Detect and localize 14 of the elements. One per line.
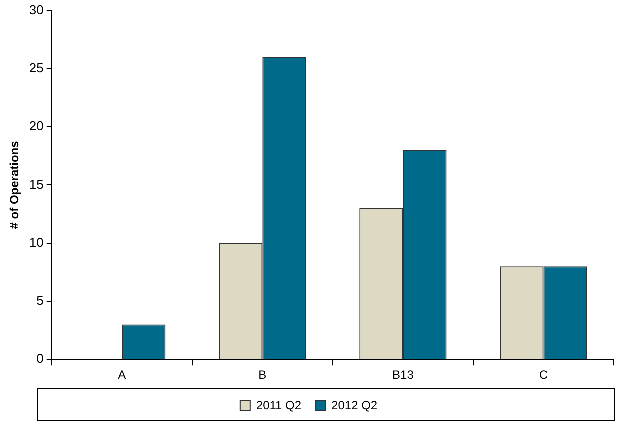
x-tick-label: B — [258, 368, 267, 382]
x-tick-label: B13 — [392, 368, 414, 382]
y-axis-title: # of Operations — [8, 140, 22, 230]
y-tick-label: 5 — [36, 293, 44, 308]
x-tick-label: C — [539, 368, 548, 382]
legend-label: 2011 Q2 — [256, 398, 302, 412]
y-tick-label: 25 — [29, 60, 44, 76]
y-tick-label: 30 — [29, 2, 44, 18]
y-tick-label: 15 — [29, 176, 44, 192]
legend-label: 2012 Q2 — [332, 398, 378, 412]
y-tick-label: 10 — [29, 234, 44, 250]
x-tick-label: A — [118, 368, 126, 382]
y-tick-label: 0 — [36, 351, 44, 366]
y-tick-label: 20 — [29, 118, 44, 134]
